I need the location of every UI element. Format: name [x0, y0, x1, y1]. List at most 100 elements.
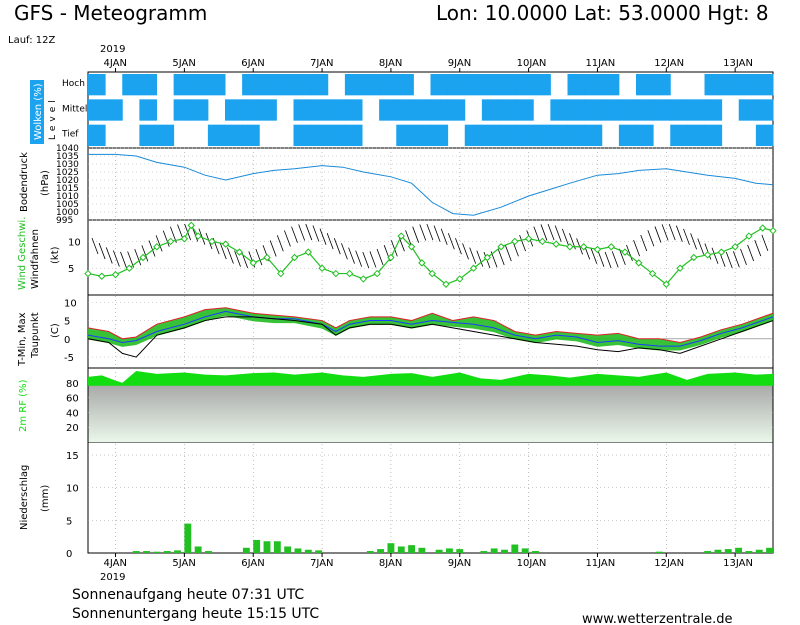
cloud-cell-hoch: [721, 74, 740, 96]
precip-bar: [294, 548, 302, 553]
wind-barb: [433, 225, 441, 242]
humidity-tick-label: 40: [66, 408, 79, 419]
pressure-tick-label: 995: [56, 216, 73, 226]
cloud-cell-tief: [687, 124, 705, 146]
wind-ylabel2: Windfahnen: [30, 229, 41, 289]
wind-barb: [269, 240, 277, 257]
chart-marks: [84, 74, 777, 553]
cloud-label-box: [30, 80, 44, 144]
cloud-cell-hoch: [396, 74, 414, 96]
pressure-tick-label: 1010: [56, 192, 79, 202]
wind-barb: [732, 251, 740, 268]
cloud-cell-tief: [481, 124, 500, 146]
wind-point: [290, 253, 299, 262]
cloud-cell-hoch: [516, 74, 534, 96]
day-label-bottom: 13JAN: [723, 558, 753, 569]
cloud-cell-hoch: [447, 74, 466, 96]
precip-bar: [242, 547, 250, 553]
wind-barb: [333, 238, 341, 255]
wind-barb: [198, 228, 206, 245]
wind-barb: [761, 234, 769, 252]
wind-point: [153, 243, 161, 251]
precip-bar: [521, 548, 529, 553]
temp-tick-label: 0: [64, 335, 70, 346]
precip-bar: [511, 544, 519, 553]
temp-line-1: [87, 310, 774, 347]
temp-tick-label: 10: [64, 298, 77, 309]
wind-point: [552, 240, 560, 248]
cloud-cell-hoch: [207, 74, 226, 96]
wind-point: [187, 221, 195, 230]
wind-barb: [148, 240, 156, 257]
cloud-cell-tief: [516, 124, 534, 146]
wind-tick-label: 5: [68, 264, 74, 275]
cloud-cell-tief: [430, 124, 449, 146]
cloud-cell-mittel: [755, 99, 774, 121]
temp-tick-label: 5: [64, 317, 70, 328]
wind-barb: [697, 238, 705, 255]
pressure-tick-label: 1020: [56, 176, 79, 186]
pressure-tick-label: 1000: [56, 208, 79, 218]
wind-point: [397, 232, 405, 240]
cloud-cell-hoch: [293, 74, 312, 96]
day-label-top: 7JAN: [310, 58, 333, 69]
wind-barb: [419, 224, 427, 241]
day-label-top: 6JAN: [241, 58, 264, 69]
humidity-tick-label: 80: [66, 379, 79, 390]
cloud-cell-mittel: [550, 99, 568, 121]
cloud-cell-mittel: [173, 99, 192, 121]
cloud-cell-hoch: [738, 74, 757, 96]
wind-barb: [597, 250, 605, 267]
precip-bar: [153, 551, 161, 553]
cloud-cell-mittel: [618, 99, 637, 121]
wind-point: [249, 259, 257, 267]
temp-ylabel: T-Min, Max: [17, 312, 28, 367]
cloud-cell-hoch: [704, 74, 723, 96]
wind-point: [621, 248, 629, 256]
wind-barb: [462, 243, 469, 260]
precip-bar: [408, 545, 416, 553]
precip-bar: [304, 549, 312, 553]
wind-point: [690, 253, 698, 262]
precip-bar: [724, 549, 732, 553]
precip-bar: [174, 550, 181, 553]
wind-point: [418, 259, 426, 267]
wind-point: [345, 269, 354, 278]
cloud-cell-mittel: [327, 99, 346, 121]
wind-point: [511, 237, 519, 246]
wind-point: [387, 253, 395, 262]
wind-point: [717, 248, 726, 256]
wind-barb: [298, 224, 306, 241]
wind-ylabel: Wind Geschwi.: [17, 217, 28, 290]
wind-barb: [326, 232, 334, 250]
wind-barb: [590, 247, 598, 264]
wind-barb: [312, 225, 320, 242]
wind-barb: [390, 240, 398, 257]
wind-point: [139, 253, 147, 262]
cloud-cell-mittel: [225, 99, 243, 121]
cloud-cell-tief: [464, 124, 483, 146]
wind-point: [332, 269, 340, 278]
wind-point: [373, 269, 381, 278]
cloud-cell-hoch: [481, 74, 500, 96]
cloud-cell-hoch: [755, 74, 774, 96]
panel-frame-temp: [87, 294, 774, 369]
wind-point: [703, 251, 712, 259]
wind-point: [758, 224, 767, 232]
wind-barb: [348, 247, 355, 264]
cloud-cell-hoch: [653, 74, 671, 96]
cloud-cell-mittel: [413, 99, 431, 121]
cloud-cell-tief: [636, 124, 654, 146]
temp-tick-label: -5: [64, 353, 74, 364]
precip-bar: [704, 551, 712, 553]
pressure-tick-label: 1015: [56, 184, 79, 194]
cloud-cell-hoch: [173, 74, 192, 96]
day-label-top: 5JAN: [172, 58, 195, 69]
cloud-cell-tief: [156, 124, 175, 146]
cloud-cell-tief: [413, 124, 431, 146]
wind-barb: [647, 230, 655, 247]
humidity-ylabel: 2m RF (%): [18, 379, 29, 432]
precip-bar: [456, 549, 464, 553]
website-link[interactable]: www.wetterzentrale.de: [582, 612, 732, 625]
wind-barb: [633, 240, 640, 257]
